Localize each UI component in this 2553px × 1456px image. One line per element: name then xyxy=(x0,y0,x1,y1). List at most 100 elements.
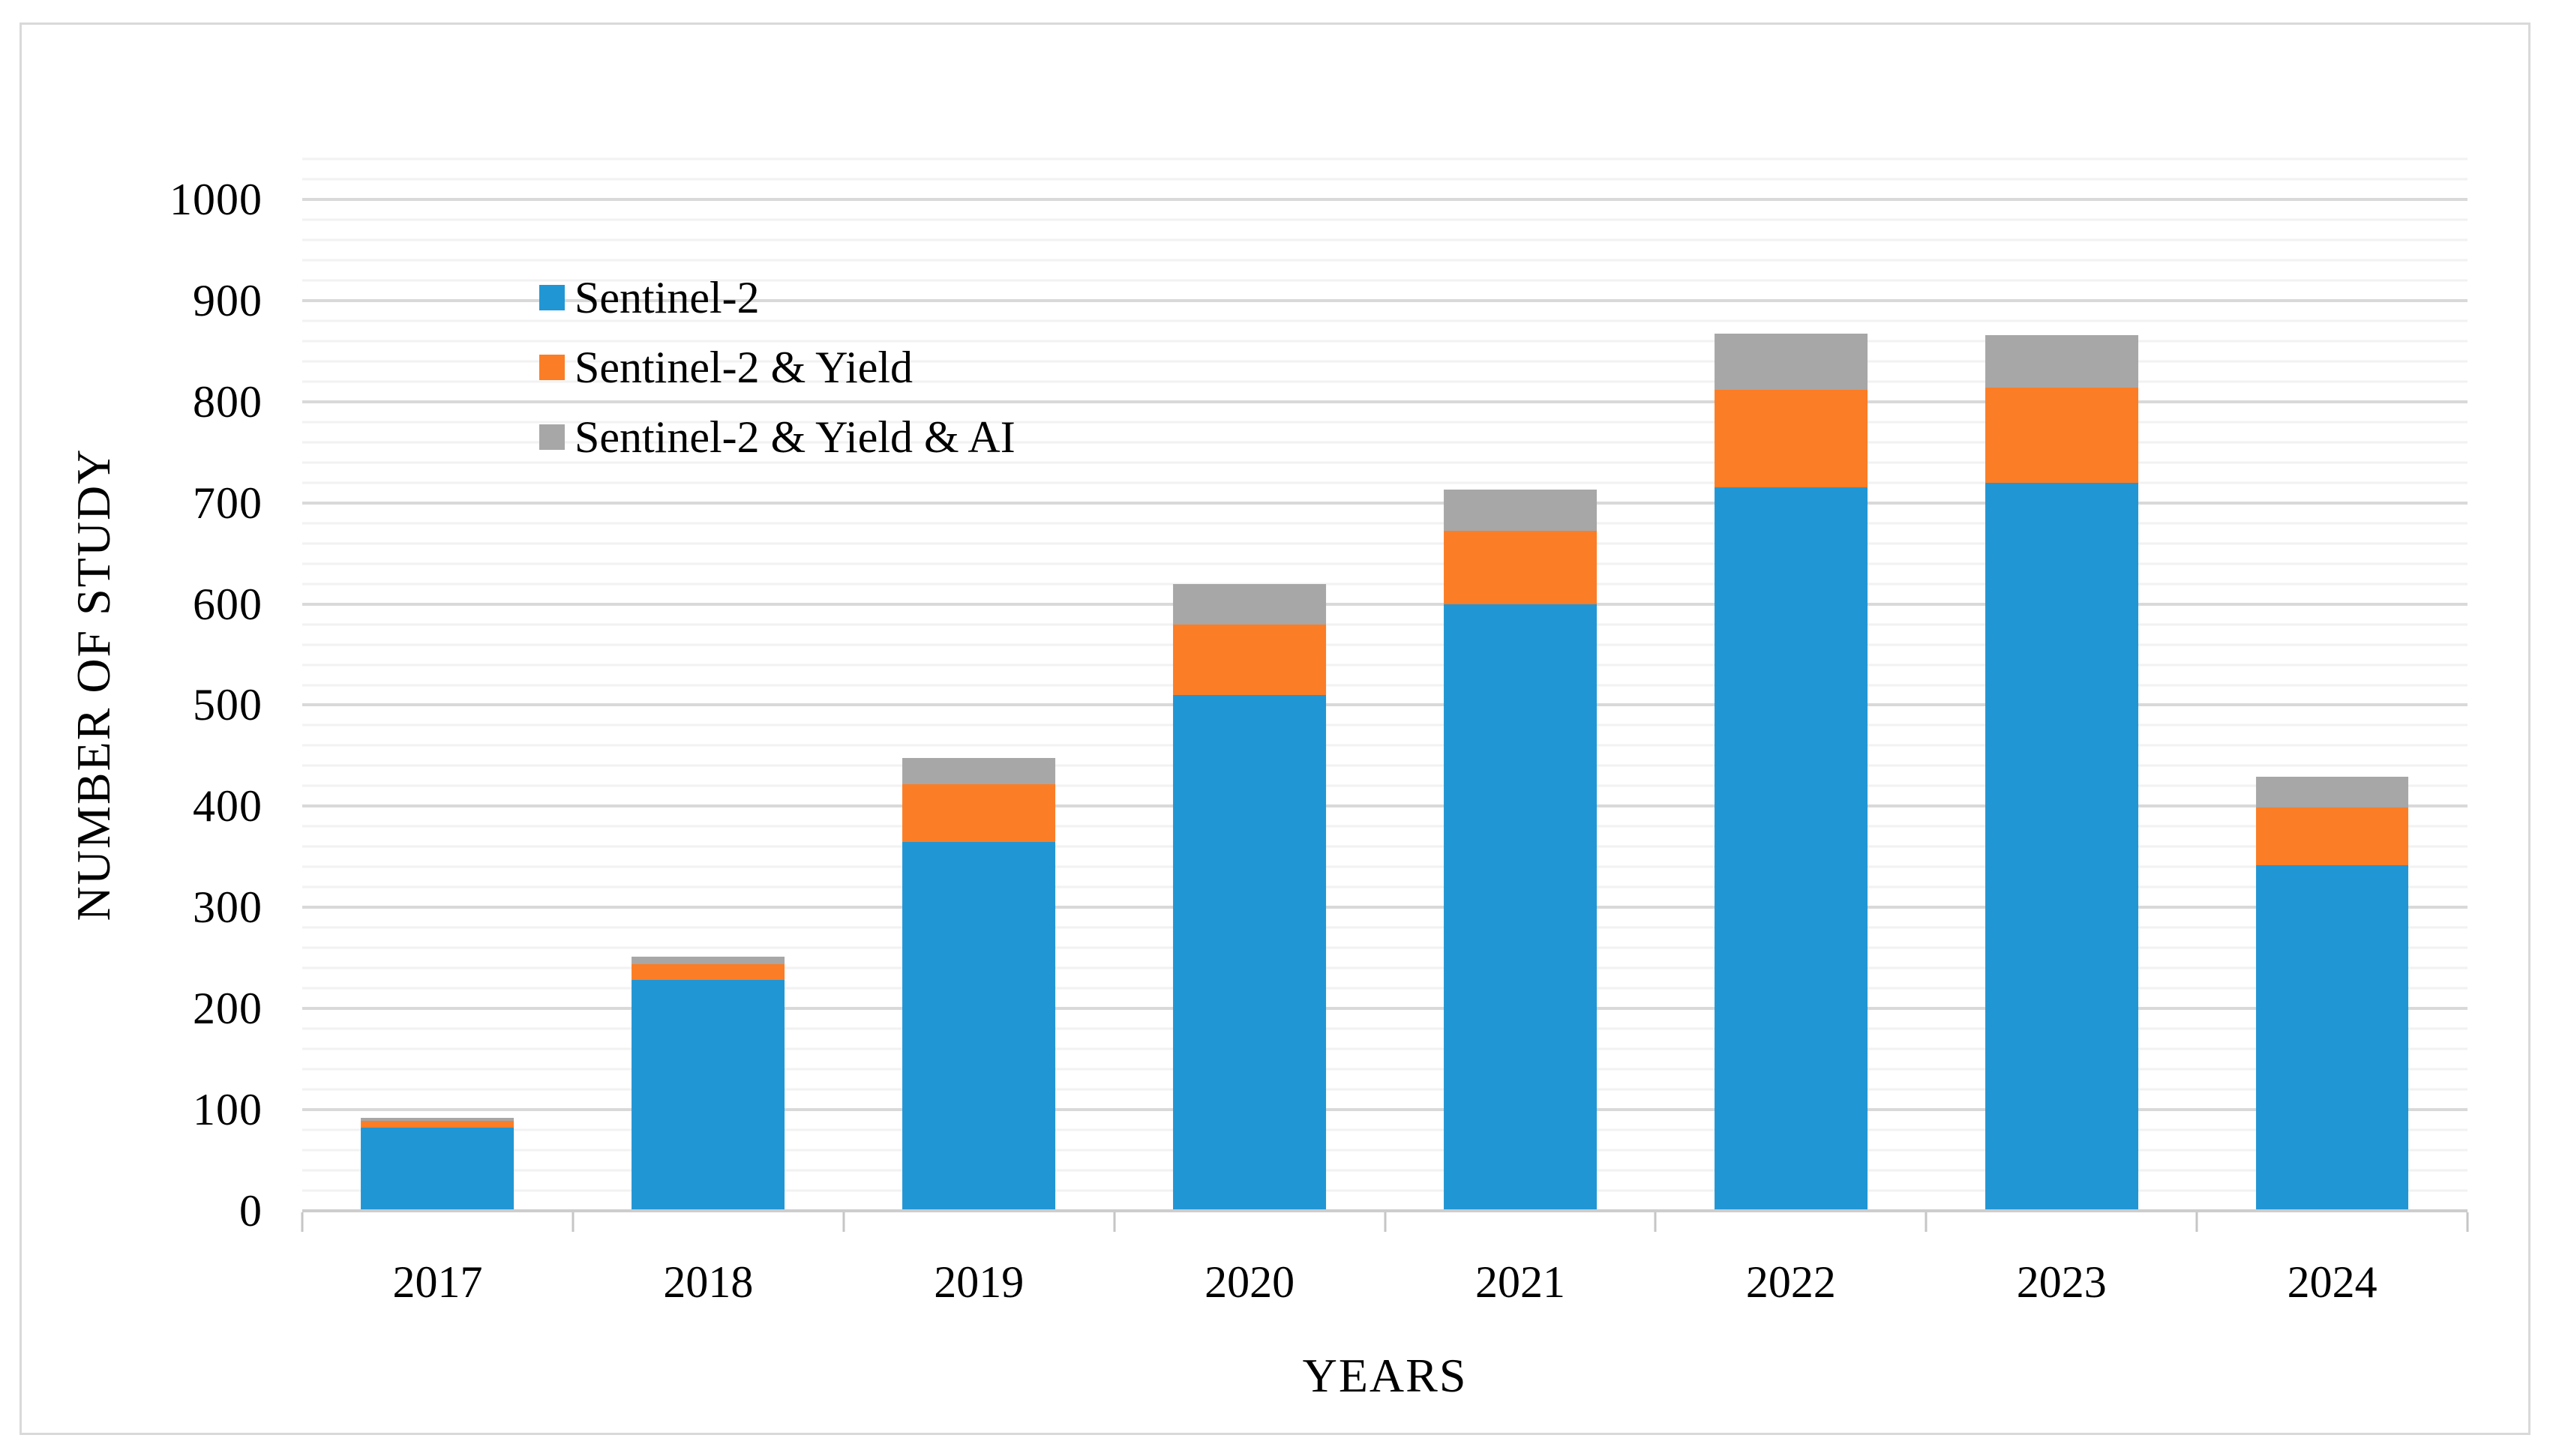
bar-column xyxy=(1714,159,1868,1211)
gridline-minor xyxy=(302,279,2468,282)
x-axis-tick xyxy=(1384,1212,1386,1232)
gridline-minor xyxy=(302,1068,2468,1071)
x-tick-label: 2024 xyxy=(2287,1257,2378,1307)
gridline-major xyxy=(302,400,2468,403)
bar-column xyxy=(902,159,1056,1211)
x-axis-tick xyxy=(1924,1212,1928,1232)
gridline-minor xyxy=(302,885,2468,888)
bar-segment-sentinel-2 xyxy=(2255,864,2409,1211)
gridline-minor xyxy=(302,926,2468,929)
x-axis-tick xyxy=(1113,1212,1116,1232)
bar-column xyxy=(1984,159,2138,1211)
gridline-minor xyxy=(302,865,2468,868)
gridline-minor xyxy=(302,259,2468,262)
x-axis-tick-labels: 2017 2018 2019 2020 2021 2022 2023 2024 xyxy=(302,1241,2468,1323)
gridline-minor xyxy=(302,744,2468,747)
gridline-minor xyxy=(302,946,2468,949)
gridline-major xyxy=(302,501,2468,505)
bar-column xyxy=(2255,159,2409,1211)
y-tick-label: 600 xyxy=(193,579,262,629)
bar-segment-sentinel-2-yield xyxy=(1443,531,1597,604)
bar-segment-sentinel-2-yield xyxy=(1714,389,1868,488)
bar-segment-sentinel-2 xyxy=(361,1128,514,1211)
x-tick-label: 2022 xyxy=(1745,1257,1836,1307)
x-axis-tick xyxy=(301,1212,304,1232)
gridline-minor xyxy=(302,1189,2468,1192)
gridline-minor xyxy=(302,1047,2468,1050)
y-tick-label: 500 xyxy=(193,680,262,730)
gridline-minor xyxy=(302,218,2468,221)
x-tick-label: 2018 xyxy=(663,1257,754,1307)
bar-segment-sentinel-2 xyxy=(1173,695,1327,1211)
y-tick-label: 800 xyxy=(193,376,262,427)
gridline-minor xyxy=(302,684,2468,686)
y-tick-label: 200 xyxy=(193,984,262,1034)
gridline-minor xyxy=(302,1128,2468,1131)
gridline-minor xyxy=(302,178,2468,181)
gridline-minor xyxy=(302,825,2468,828)
bar-segment-sentinel-2-yield-ai xyxy=(1714,334,1868,390)
gridline-major xyxy=(302,906,2468,909)
legend-swatch-icon xyxy=(539,424,565,450)
gridline-minor xyxy=(302,522,2468,525)
gridline-minor xyxy=(302,1149,2468,1152)
bar-segment-sentinel-2 xyxy=(902,841,1056,1211)
bar-segment-sentinel-2-yield-ai xyxy=(632,957,785,964)
x-tick-label: 2019 xyxy=(934,1257,1024,1307)
gridline-minor xyxy=(302,724,2468,727)
gridline-major xyxy=(302,602,2468,606)
gridline-major xyxy=(302,804,2468,808)
bar-column xyxy=(1173,159,1327,1211)
legend-swatch-icon xyxy=(539,355,565,380)
x-tick-label: 2021 xyxy=(1474,1257,1565,1307)
x-axis-tick xyxy=(1654,1212,1657,1232)
bar-segment-sentinel-2-yield-ai xyxy=(361,1117,514,1121)
gridline-minor xyxy=(302,1027,2468,1030)
y-axis-tick-labels: 0 100 200 300 400 500 600 700 800 900 1000 xyxy=(0,159,262,1233)
bar-segment-sentinel-2-yield-ai xyxy=(1443,490,1597,532)
bar-segment-sentinel-2-yield xyxy=(1173,624,1327,695)
y-tick-label: 700 xyxy=(193,478,262,528)
legend-label: Sentinel-2 & Yield & AI xyxy=(574,412,1016,462)
bar-segment-sentinel-2-yield xyxy=(902,783,1056,842)
gridline-minor xyxy=(302,461,2468,464)
gridline-minor xyxy=(302,845,2468,848)
y-tick-label: 300 xyxy=(193,882,262,933)
gridline-minor xyxy=(302,1088,2468,1091)
gridline-minor xyxy=(302,481,2468,484)
bar-segment-sentinel-2-yield-ai xyxy=(1173,583,1327,625)
gridline-minor xyxy=(302,319,2468,322)
x-axis-tick xyxy=(2466,1212,2469,1232)
gridline-major xyxy=(302,197,2468,201)
bar-segment-sentinel-2-yield-ai xyxy=(1984,334,2138,388)
gridline-minor xyxy=(302,643,2468,646)
gridline-major xyxy=(302,298,2468,302)
y-tick-label: 0 xyxy=(239,1186,262,1236)
gridline-minor xyxy=(302,380,2468,383)
gridline-minor xyxy=(302,784,2468,787)
gridline-minor xyxy=(302,421,2468,424)
gridline-minor xyxy=(302,583,2468,586)
legend-item: Sentinel-2 & Yield & AI xyxy=(539,415,1016,460)
bar-segment-sentinel-2 xyxy=(632,980,785,1211)
bar-segment-sentinel-2 xyxy=(1984,482,2138,1211)
x-tick-label: 2020 xyxy=(1204,1257,1295,1307)
bar-segment-sentinel-2-yield-ai xyxy=(2255,777,2409,807)
gridline-minor xyxy=(302,542,2468,545)
bar-column xyxy=(361,159,514,1211)
x-axis-tick xyxy=(2195,1212,2198,1232)
gridline-minor xyxy=(302,764,2468,767)
gridline-minor xyxy=(302,441,2468,444)
gridline-major xyxy=(302,1108,2468,1112)
gridline-minor xyxy=(302,623,2468,626)
bar-segment-sentinel-2 xyxy=(1714,487,1868,1211)
y-tick-label: 400 xyxy=(193,781,262,831)
gridline-minor xyxy=(302,340,2468,343)
y-tick-label: 900 xyxy=(193,275,262,325)
gridline-minor xyxy=(302,664,2468,667)
bar-segment-sentinel-2-yield xyxy=(1984,387,2138,483)
gridline-major xyxy=(302,1007,2468,1011)
gridline-minor xyxy=(302,1169,2468,1172)
gridline-minor xyxy=(302,987,2468,990)
